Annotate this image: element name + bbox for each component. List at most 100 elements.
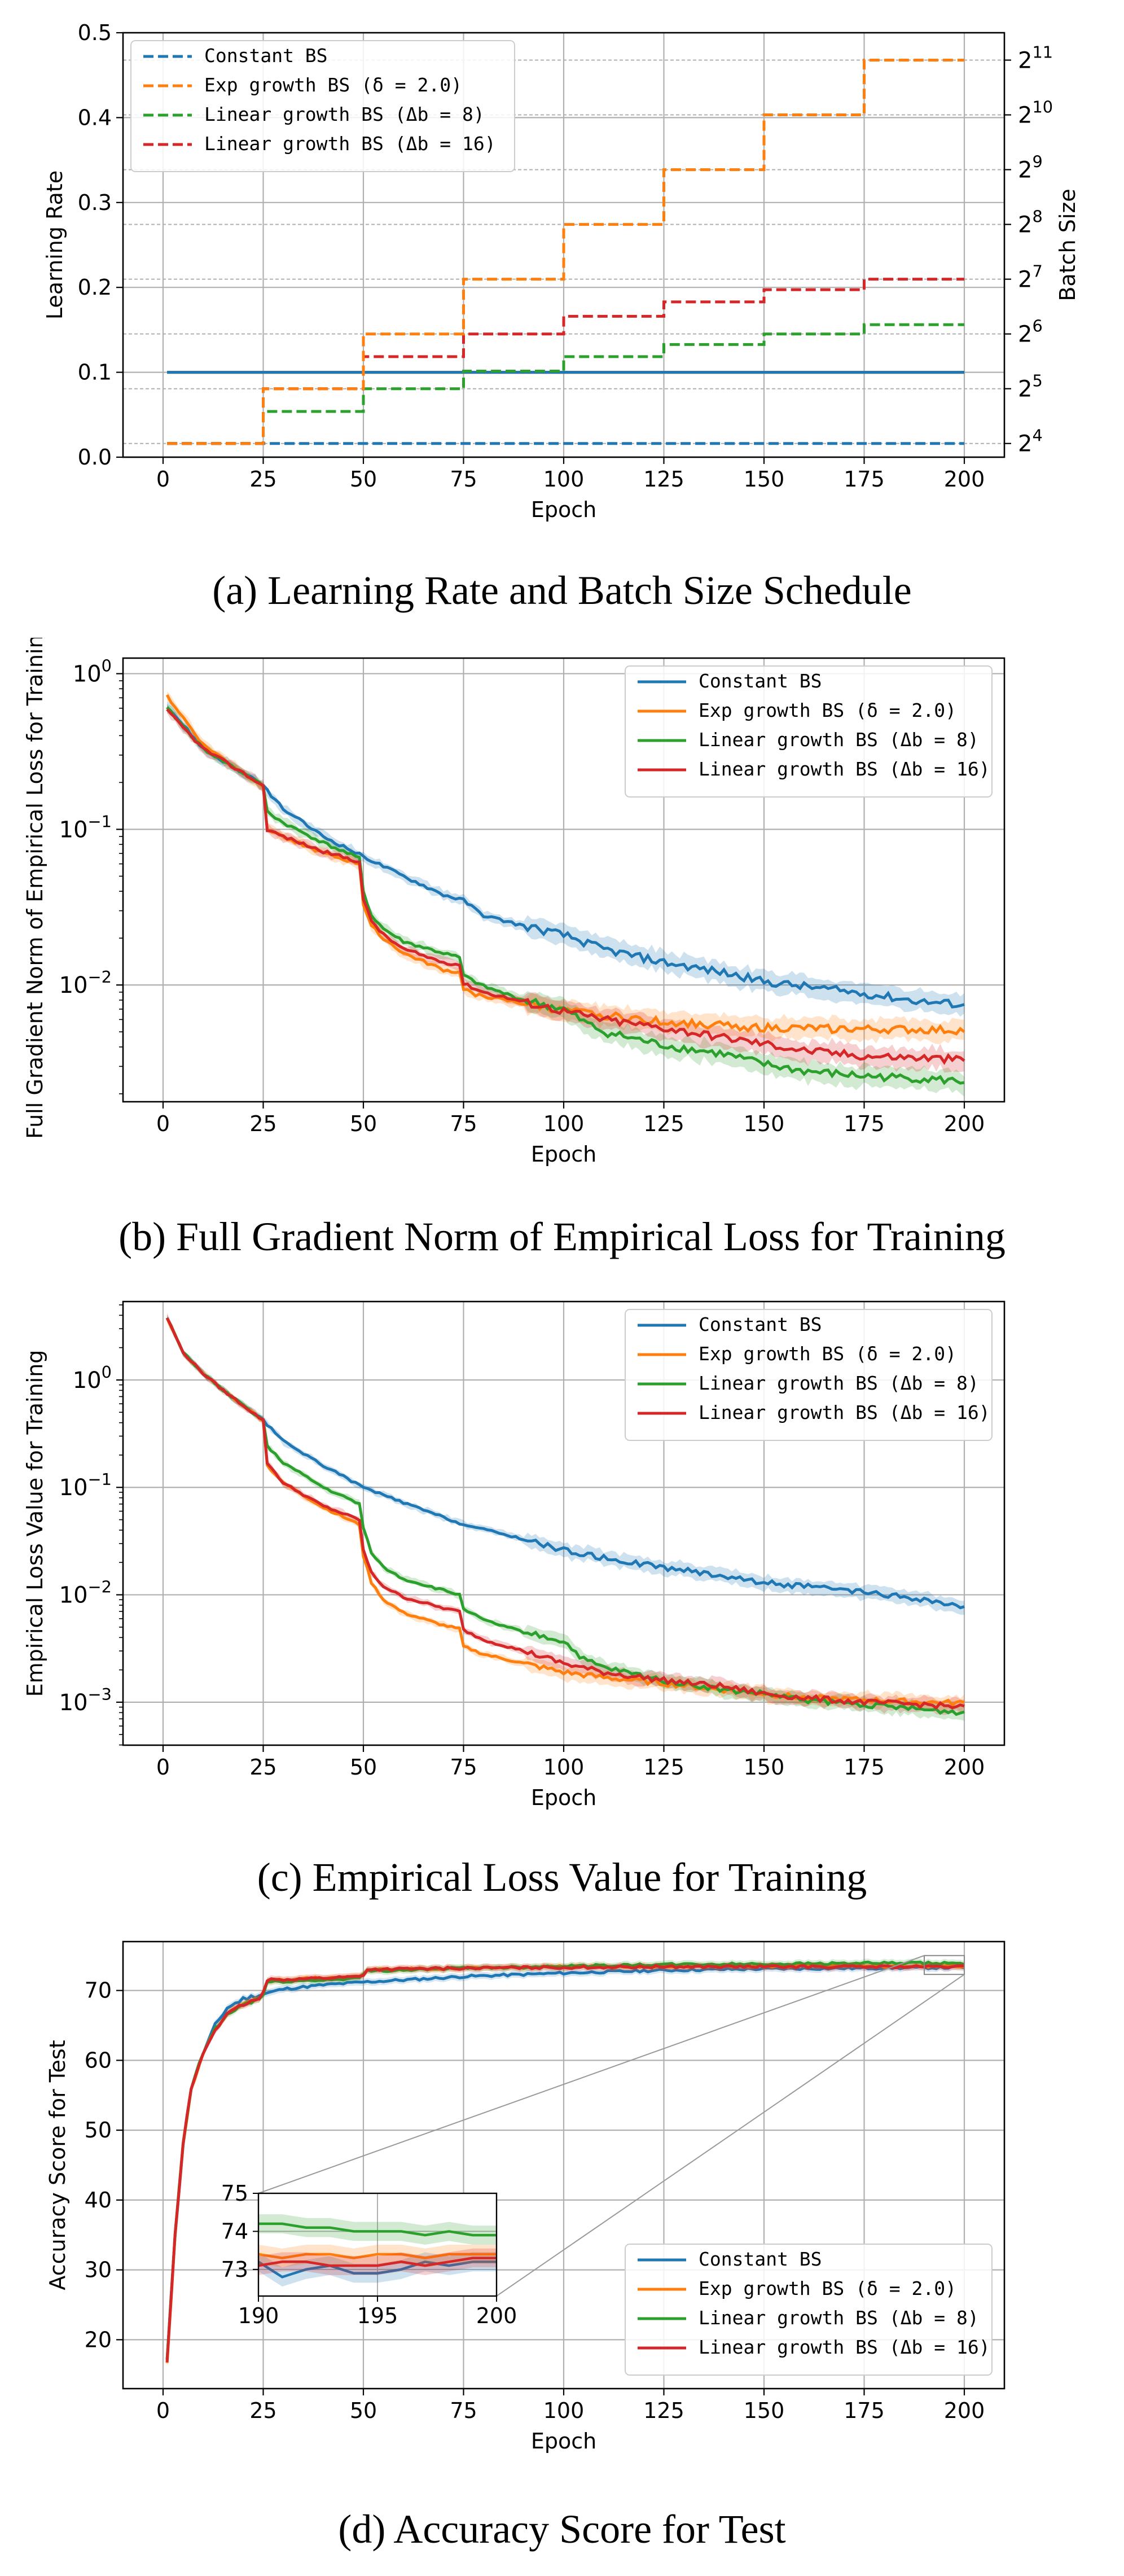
legend-item: Exp growth BS (δ = 2.0): [638, 1343, 956, 1365]
y2-tick-label: 210: [1018, 98, 1053, 129]
x-tick-label: 175: [844, 467, 885, 492]
y-tick-label: 0.2: [78, 275, 112, 300]
x-tick-label: 75: [450, 1755, 477, 1780]
legend-label: Constant BS: [699, 1313, 822, 1335]
y-tick-label: 100: [73, 656, 112, 687]
x-tick-label: 0: [156, 1111, 170, 1136]
inset-series-line-lin8: [258, 2222, 497, 2237]
y-tick-label: 0.0: [78, 445, 112, 470]
y-tick-label: 40: [85, 2188, 112, 2213]
x-tick-label: 200: [944, 1111, 985, 1136]
legend-label: Exp growth BS (δ = 2.0): [204, 74, 462, 96]
x-tick-label: 125: [643, 467, 684, 492]
x-tick-label: 25: [249, 1111, 276, 1136]
zoom-connector: [258, 1955, 925, 2194]
x-tick-label: 175: [844, 1111, 885, 1136]
zoom-connector: [496, 1974, 965, 2297]
chart-panel-a: 0 25 50 75 100 125 150 175 200 0.0 0.1 0.2 0.3 0.4 0.5…: [0, 0, 1124, 638]
y-tick-label: 10−2: [59, 967, 112, 998]
x-tick-label: 50: [350, 1111, 377, 1136]
y2-tick-label: 29: [1018, 152, 1043, 183]
legend-label: Constant BS: [699, 2248, 822, 2270]
series-line-lin16: [165, 1317, 965, 1710]
legend-box: [625, 2244, 993, 2376]
legend-label: Exp growth BS (δ = 2.0): [699, 2277, 956, 2299]
confidence-band-lin8: [167, 1315, 965, 1721]
chart-d: 0 25 50 75 100 125 150 175 200 20 30 40 50 60 70 Epoch A…: [45, 1940, 1006, 2454]
x-tick-label: 175: [844, 1755, 885, 1780]
x-tick-label: 50: [350, 1755, 377, 1780]
inset-x-tick-label: 200: [476, 2303, 517, 2328]
x-tick-label: 75: [450, 2398, 477, 2423]
plot-frame: [122, 1940, 1006, 2390]
x-tick-label: 175: [844, 2398, 885, 2423]
x-tick-label: 25: [249, 467, 276, 492]
legend-item: Linear growth BS (Δb = 8): [143, 103, 485, 125]
y-tick-label: 10−1: [59, 1470, 112, 1501]
legend-box: [130, 40, 515, 172]
y-tick-label: 0.5: [78, 20, 112, 45]
x-tick-label: 50: [350, 467, 377, 492]
x-tick-label: 100: [543, 2398, 585, 2423]
x-tick-label: 0: [156, 467, 170, 492]
inset-series-line-constant: [257, 2260, 497, 2279]
legend-box: [625, 1309, 993, 1441]
legend-item: Constant BS: [638, 670, 822, 692]
y2-tick-label: 24: [1018, 426, 1043, 457]
y2-tick-label: 25: [1018, 371, 1043, 402]
legend-label: Constant BS: [699, 670, 822, 692]
x-tick-label: 100: [543, 1755, 585, 1780]
legend-item: Linear growth BS (Δb = 8): [638, 2307, 979, 2329]
batch-size-line-exp: [167, 59, 964, 445]
legend-label: Linear growth BS (Δb = 16): [204, 133, 496, 155]
legend-label: Linear growth BS (Δb = 16): [699, 758, 990, 780]
x-tick-label: 200: [944, 2398, 985, 2423]
legend-label: Exp growth BS (δ = 2.0): [699, 699, 956, 721]
legend-item: Constant BS: [638, 2248, 822, 2270]
caption-d: (d) Accuracy Score for Test: [338, 2507, 786, 2552]
x-tick-label: 0: [156, 1755, 170, 1780]
caption-c: (c) Empirical Loss Value for Training: [257, 1855, 867, 1900]
batch-size-line-lin16: [167, 278, 964, 445]
x-tick-label: 0: [156, 2398, 170, 2423]
inset-confidence-band-constant: [258, 2252, 497, 2287]
legend-box: [625, 665, 993, 798]
plot-frame: [122, 32, 1006, 458]
x-tick-label: 200: [944, 467, 985, 492]
chart-panel-b: 0 25 50 75 100 125 150 175 200 100 10−1 10−2 Epoch Fu…: [0, 638, 1124, 1281]
legend-label: Linear growth BS (Δb = 16): [699, 1401, 990, 1423]
legend-item: Linear growth BS (Δb = 16): [638, 2336, 990, 2358]
x-tick-label: 150: [744, 1755, 785, 1780]
y2-tick-label: 28: [1018, 207, 1043, 238]
inset-plot: 190 195 200 73 74 75: [221, 2181, 517, 2328]
y2-tick-label: 26: [1018, 317, 1043, 348]
legend-label: Constant BS: [204, 45, 328, 67]
x-axis-label: Epoch: [531, 2429, 596, 2454]
y-tick-label: 70: [85, 1978, 112, 2003]
x-tick-label: 125: [643, 1755, 684, 1780]
legend-label: Linear growth BS (Δb = 8): [699, 1372, 979, 1394]
x-tick-label: 125: [643, 2398, 684, 2423]
inset-x-tick-label: 190: [238, 2303, 279, 2328]
series-line-constant: [165, 1317, 965, 1610]
inset-confidence-band-lin8: [258, 2214, 497, 2245]
x-tick-label: 125: [643, 1111, 684, 1136]
caption-b: (b) Full Gradient Norm of Empirical Loss…: [118, 1214, 1006, 1259]
legend-item: Linear growth BS (Δb = 8): [638, 729, 979, 751]
x-tick-label: 150: [744, 467, 785, 492]
legend-item: Linear growth BS (Δb = 8): [638, 1372, 979, 1394]
legend: Constant BS Exp growth BS (δ = 2.0) Linear…: [625, 1309, 993, 1441]
legend-item: Linear growth BS (Δb = 16): [638, 758, 990, 780]
y-tick-label: 0.1: [78, 360, 112, 385]
y-tick-label: 30: [85, 2258, 112, 2283]
legend-item: Linear growth BS (Δb = 16): [143, 133, 496, 155]
inset-x-tick-label: 195: [357, 2303, 398, 2328]
legend-item: Linear growth BS (Δb = 16): [638, 1401, 990, 1423]
legend-item: Constant BS: [638, 1313, 822, 1335]
x-tick-label: 25: [249, 2398, 276, 2423]
x-tick-label: 50: [350, 2398, 377, 2423]
x-tick-label: 75: [450, 1111, 477, 1136]
y-axis-label: Empirical Loss Value for Training: [23, 1350, 47, 1697]
x-tick-label: 25: [249, 1755, 276, 1780]
x-tick-label: 200: [944, 1755, 985, 1780]
